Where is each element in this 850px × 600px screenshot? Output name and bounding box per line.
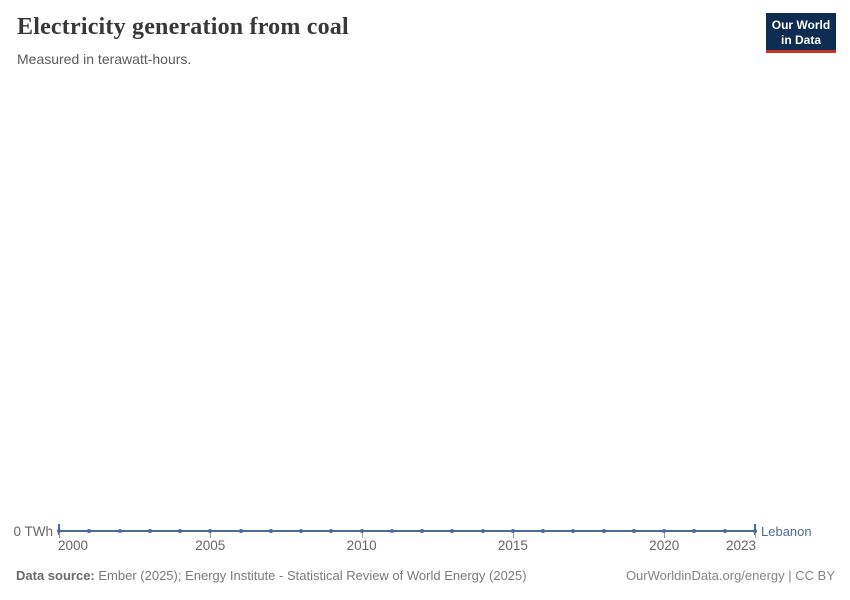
x-axis-tick	[664, 533, 666, 538]
data-point-dot[interactable]	[662, 529, 667, 533]
x-axis-tick	[512, 533, 514, 538]
data-point-dot[interactable]	[87, 529, 92, 533]
data-point-dot[interactable]	[692, 529, 697, 533]
series-end-tick	[754, 524, 756, 535]
data-point-dot[interactable]	[178, 529, 183, 533]
data-source-value: Ember (2025); Energy Institute - Statist…	[98, 568, 527, 583]
data-point-dot[interactable]	[238, 529, 243, 533]
series-line[interactable]	[59, 530, 755, 532]
x-axis-tick-label: 2000	[58, 538, 89, 553]
footer-data-source: Data source: Ember (2025); Energy Instit…	[16, 568, 527, 583]
x-axis-tick-label: 2015	[497, 538, 528, 553]
x-axis-tick-label: 2005	[195, 538, 226, 553]
x-axis-tick	[755, 533, 756, 538]
y-axis-zero-label: 0 TWh	[13, 524, 53, 539]
x-axis-tick-label: 2023	[725, 538, 756, 553]
footer-credit-link[interactable]: OurWorldinData.org/energy | CC BY	[625, 568, 835, 583]
data-point-dot[interactable]	[117, 529, 122, 533]
data-point-dot[interactable]	[299, 529, 304, 533]
data-point-dot[interactable]	[480, 529, 485, 533]
data-source-label: Data source:	[16, 568, 95, 583]
data-point-dot[interactable]	[510, 529, 515, 533]
entity-label-lebanon[interactable]: Lebanon	[761, 524, 812, 539]
x-axis-tick	[59, 533, 60, 538]
data-point-dot[interactable]	[601, 529, 606, 533]
x-axis-tick	[361, 533, 363, 538]
x-axis-tick	[210, 533, 212, 538]
owid-logo-line1: Our World	[771, 18, 831, 32]
data-point-dot[interactable]	[450, 529, 455, 533]
owid-logo-line2: in Data	[780, 33, 821, 47]
chart-title: Electricity generation from coal	[17, 14, 349, 40]
data-point-dot[interactable]	[268, 529, 273, 533]
data-point-dot[interactable]	[571, 529, 576, 533]
data-point-dot[interactable]	[329, 529, 334, 533]
data-point-dot[interactable]	[359, 529, 364, 533]
chart-subtitle: Measured in terawatt-hours.	[17, 51, 192, 67]
data-point-dot[interactable]	[208, 529, 213, 533]
x-axis-tick-label: 2020	[649, 538, 680, 553]
data-point-dot[interactable]	[147, 529, 152, 533]
owid-logo[interactable]: Our World in Data	[766, 13, 836, 53]
data-point-dot[interactable]	[631, 529, 636, 533]
data-point-dot[interactable]	[420, 529, 425, 533]
data-point-dot[interactable]	[389, 529, 394, 533]
data-point-dot[interactable]	[541, 529, 546, 533]
x-axis-tick-label: 2010	[346, 538, 377, 553]
series-end-tick	[58, 524, 60, 535]
data-point-dot[interactable]	[722, 529, 727, 533]
